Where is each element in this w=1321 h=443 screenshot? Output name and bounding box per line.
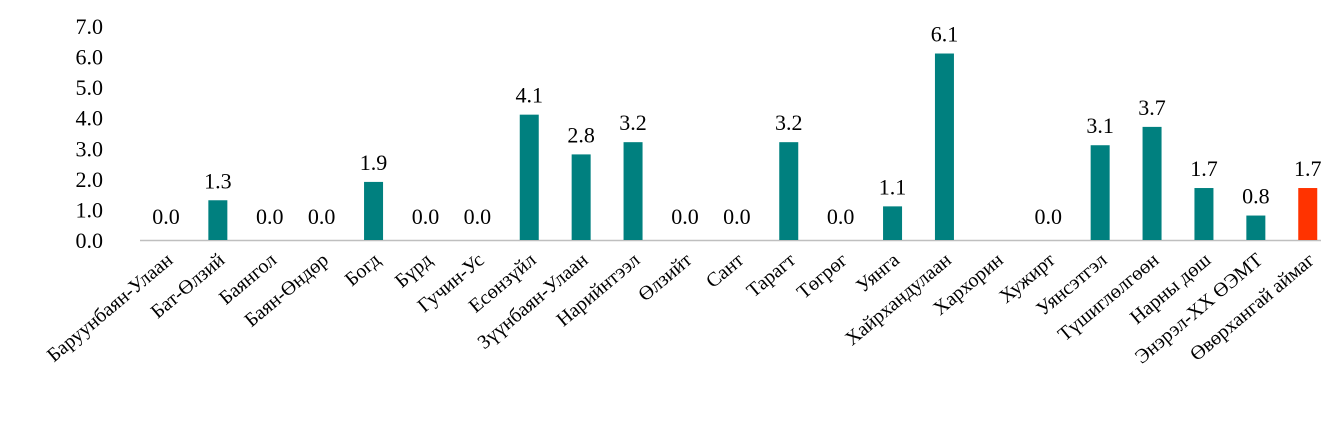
data-label: 0.0 — [256, 204, 284, 229]
y-tick-label: 6.0 — [76, 45, 104, 70]
bar — [208, 200, 228, 240]
data-label: 0.8 — [1242, 184, 1270, 209]
data-label: 3.1 — [1086, 113, 1114, 138]
bar — [623, 142, 643, 240]
bar — [1090, 145, 1110, 240]
y-tick-label: 7.0 — [76, 14, 104, 39]
data-label: 0.0 — [723, 204, 751, 229]
data-label: 0.0 — [1035, 204, 1063, 229]
bar — [364, 181, 384, 240]
data-label: 0.0 — [464, 204, 492, 229]
category-label: Тарагт — [743, 249, 801, 302]
data-label: 6.1 — [931, 22, 959, 47]
bar — [779, 142, 799, 240]
data-label: 4.1 — [516, 83, 544, 108]
data-label: 2.8 — [567, 122, 595, 147]
bar — [1298, 188, 1318, 240]
data-label: 1.1 — [879, 174, 907, 199]
y-tick-label: 5.0 — [76, 75, 104, 100]
y-axis: 0.0 1.0 2.0 3.0 4.0 5.0 6.0 7.0 — [76, 14, 104, 253]
data-labels: 0.0 1.3 0.0 0.0 1.9 0.0 0.0 4.1 2.8 3.2 0.0 0.0 3.2 0… — [152, 22, 1321, 229]
data-label: 1.3 — [204, 168, 232, 193]
bar — [571, 154, 591, 240]
data-label: 0.0 — [412, 204, 440, 229]
data-label: 1.9 — [360, 150, 388, 175]
bar — [1194, 188, 1214, 240]
x-axis-labels: Баруунбаян-УлаанБат-ӨлзийБаянголБаян-Өнд… — [43, 249, 1319, 369]
data-label: 0.0 — [671, 204, 699, 229]
data-label: 0.0 — [152, 204, 180, 229]
bar — [1246, 215, 1266, 240]
data-label: 3.2 — [619, 110, 647, 135]
data-label: 3.2 — [775, 110, 803, 135]
category-label: Богд — [341, 249, 385, 291]
bar — [934, 53, 954, 241]
data-label: 1.7 — [1190, 156, 1218, 181]
bar — [1142, 126, 1162, 240]
y-tick-label: 0.0 — [76, 228, 104, 253]
y-tick-label: 3.0 — [76, 136, 104, 161]
data-label: 3.7 — [1138, 95, 1166, 120]
category-label: Өлзийт — [634, 249, 696, 306]
category-label: Сант — [702, 249, 748, 293]
y-tick-label: 4.0 — [76, 106, 104, 131]
y-tick-label: 2.0 — [76, 167, 104, 192]
y-tick-label: 1.0 — [76, 197, 104, 222]
bar — [519, 114, 539, 240]
bar — [883, 206, 903, 240]
data-label: 0.0 — [308, 204, 336, 229]
data-label: 0.0 — [827, 204, 855, 229]
data-label: 1.7 — [1294, 156, 1321, 181]
category-label: Төгрөг — [793, 249, 852, 304]
bars — [208, 53, 1318, 241]
